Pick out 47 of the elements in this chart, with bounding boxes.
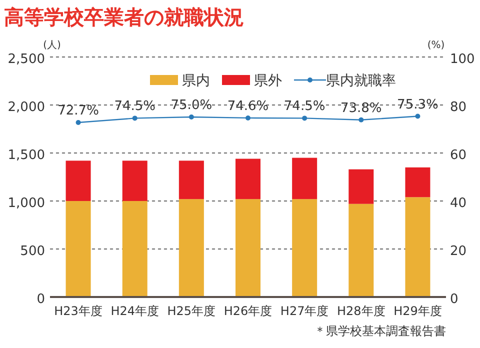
x-tick-label: H24年度 [110, 304, 160, 318]
bar [122, 160, 148, 201]
y-tick-label: 500 [20, 244, 45, 259]
bar [292, 158, 318, 200]
data-label: 73.8% [340, 100, 382, 116]
x-tick-label: H28年度 [336, 304, 386, 318]
x-tick-label: H27年度 [280, 304, 329, 318]
x-tick-label: H26年度 [224, 304, 272, 318]
data-label: 74.5% [284, 99, 326, 114]
data-label: 75.0% [170, 98, 212, 113]
data-label: 72.7% [58, 104, 99, 119]
y2-tick-label: 20 [450, 244, 467, 259]
bar [66, 201, 91, 297]
y2-tick-label: 40 [450, 196, 467, 211]
chart-title: 高等学校卒業者の就職状況 [4, 5, 244, 29]
x-tick-label: H29年度 [394, 304, 442, 318]
x-tick-label: H25年度 [167, 304, 216, 318]
bar [405, 197, 430, 297]
bar [236, 158, 260, 200]
y2-tick-label: 100 [450, 52, 475, 67]
y-tick-label: 2,500 [8, 52, 45, 67]
y-tick-label: 1,000 [8, 196, 45, 211]
bar [348, 204, 374, 297]
text: ＊県学校基本調査報告書 [314, 324, 446, 338]
data-label: 74.5% [114, 99, 156, 114]
bar [178, 199, 204, 297]
bar [292, 199, 318, 297]
bar [122, 201, 148, 297]
y2-tick-label: 0 [450, 292, 458, 307]
bar [405, 167, 430, 198]
y-tick-label: 0 [36, 292, 45, 307]
bar [348, 169, 374, 204]
legend-label: 県内就職率 [326, 73, 396, 89]
bar [178, 160, 204, 200]
x-tick-label: H23年度 [54, 304, 102, 318]
y2-tick-label: 60 [450, 148, 467, 163]
y2-tick-label: 80 [450, 100, 467, 115]
legend-label: 県外 [254, 73, 282, 89]
data-label: 75.3% [397, 97, 438, 112]
y-tick-label: 1,500 [8, 148, 45, 163]
bar [66, 160, 91, 201]
y-axis-title: (人) [43, 40, 61, 51]
data-label: 74.6% [227, 98, 269, 114]
legend-label: 県内 [182, 73, 210, 89]
y-tick-label: 2,000 [8, 100, 45, 115]
y2-axis-title: (%) [427, 40, 445, 51]
bar [236, 199, 260, 297]
